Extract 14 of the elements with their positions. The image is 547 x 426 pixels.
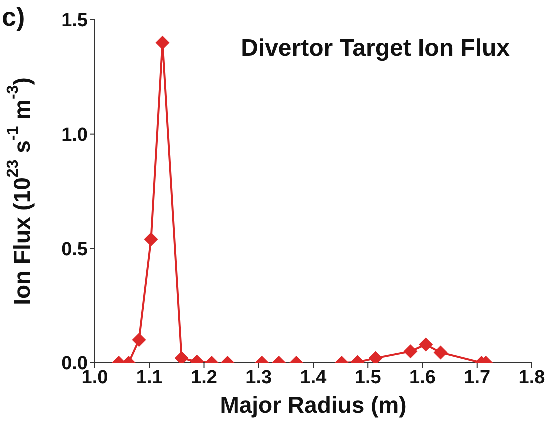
y-tick-label: 1.5 <box>62 10 88 32</box>
x-tick-label: 1.2 <box>191 367 218 388</box>
x-tick-label: 1.3 <box>246 367 272 388</box>
x-tick-label: 1.5 <box>354 367 382 388</box>
x-tick-label: 1.1 <box>136 367 164 388</box>
x-tick-label: 1.7 <box>464 367 491 388</box>
x-tick-label: 1.4 <box>300 367 328 388</box>
y-tick-label: 0.5 <box>62 239 88 260</box>
text: Divertor Target Ion Flux <box>241 35 511 62</box>
x-tick-label: 1.8 <box>518 367 546 388</box>
y-tick-label: 1.0 <box>62 125 88 146</box>
text: c) <box>2 2 26 32</box>
x-tick-label: 1.6 <box>410 367 436 388</box>
x-axis-title: Major Radius (m) <box>220 392 407 418</box>
